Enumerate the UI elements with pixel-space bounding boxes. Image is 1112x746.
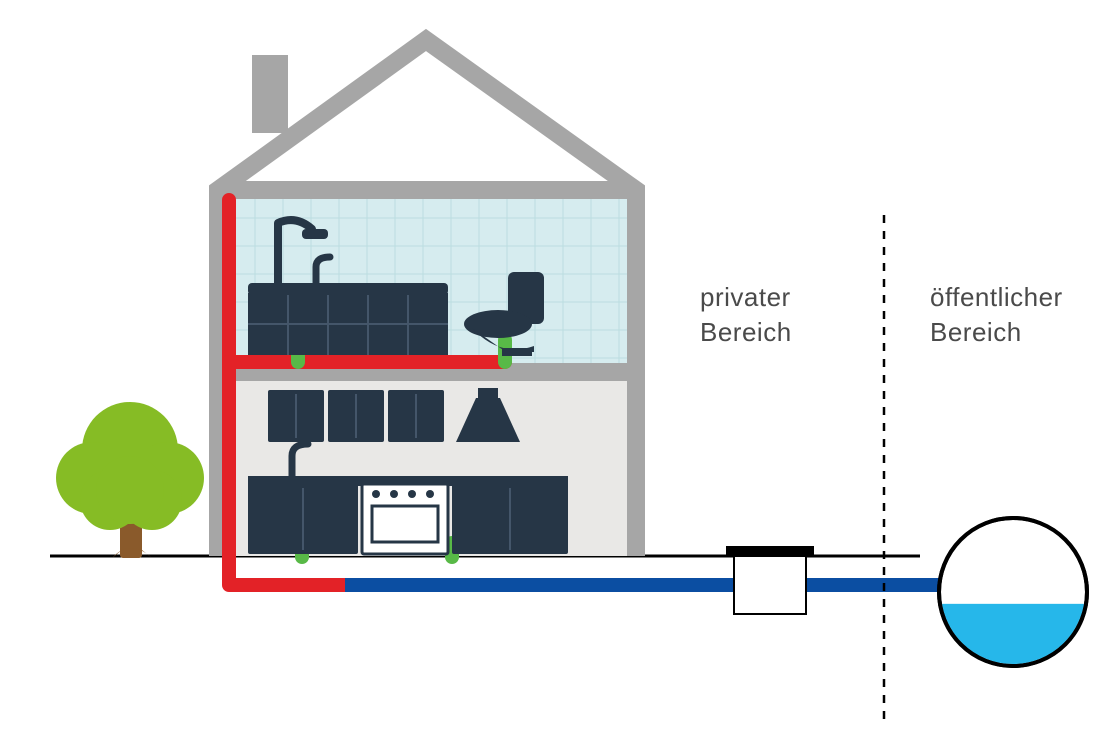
label-public-area: öffentlicher Bereich <box>930 280 1063 350</box>
label-public-line2: Bereich <box>930 317 1022 347</box>
label-public-line1: öffentlicher <box>930 282 1063 312</box>
diagram-svg <box>0 0 1112 746</box>
main-sewer-pipe <box>939 518 1087 746</box>
toilet-bowl <box>464 310 532 338</box>
inspection-chamber <box>726 546 814 614</box>
label-private-area: privater Bereich <box>700 280 792 350</box>
label-private-line1: privater <box>700 282 791 312</box>
chimney <box>252 55 288 133</box>
tree-icon <box>56 402 204 558</box>
sewer-water <box>939 604 1087 746</box>
label-private-line2: Bereich <box>700 317 792 347</box>
